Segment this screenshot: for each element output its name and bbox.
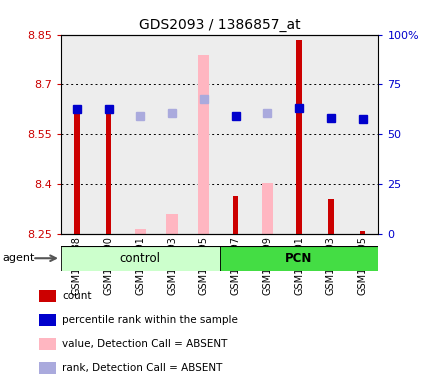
Bar	[135, 229, 145, 234]
Bar	[187, 35, 219, 234]
Bar	[296, 40, 301, 234]
Text: count: count	[62, 291, 92, 301]
Bar	[39, 338, 56, 350]
Bar	[327, 199, 333, 234]
Bar	[61, 35, 92, 234]
Bar	[219, 35, 251, 234]
Bar	[39, 290, 56, 302]
Bar	[124, 35, 156, 234]
Bar	[314, 35, 346, 234]
Bar	[251, 35, 283, 234]
Bar	[359, 231, 365, 234]
Title: GDS2093 / 1386857_at: GDS2093 / 1386857_at	[138, 18, 300, 32]
Text: rank, Detection Call = ABSENT: rank, Detection Call = ABSENT	[62, 363, 222, 373]
Bar	[283, 35, 314, 234]
Bar	[219, 246, 378, 271]
Bar	[232, 196, 238, 234]
Bar	[346, 35, 378, 234]
Bar	[74, 108, 79, 234]
Bar	[61, 246, 219, 271]
Bar	[166, 214, 177, 234]
Bar	[92, 35, 124, 234]
Text: percentile rank within the sample: percentile rank within the sample	[62, 315, 237, 325]
Text: control: control	[119, 252, 161, 265]
Bar	[105, 113, 111, 234]
Bar	[156, 35, 187, 234]
Bar	[261, 183, 272, 234]
Bar	[39, 314, 56, 326]
Bar	[39, 362, 56, 374]
Bar	[198, 55, 209, 234]
Text: PCN: PCN	[285, 252, 312, 265]
Text: value, Detection Call = ABSENT: value, Detection Call = ABSENT	[62, 339, 227, 349]
Text: agent: agent	[2, 253, 34, 263]
